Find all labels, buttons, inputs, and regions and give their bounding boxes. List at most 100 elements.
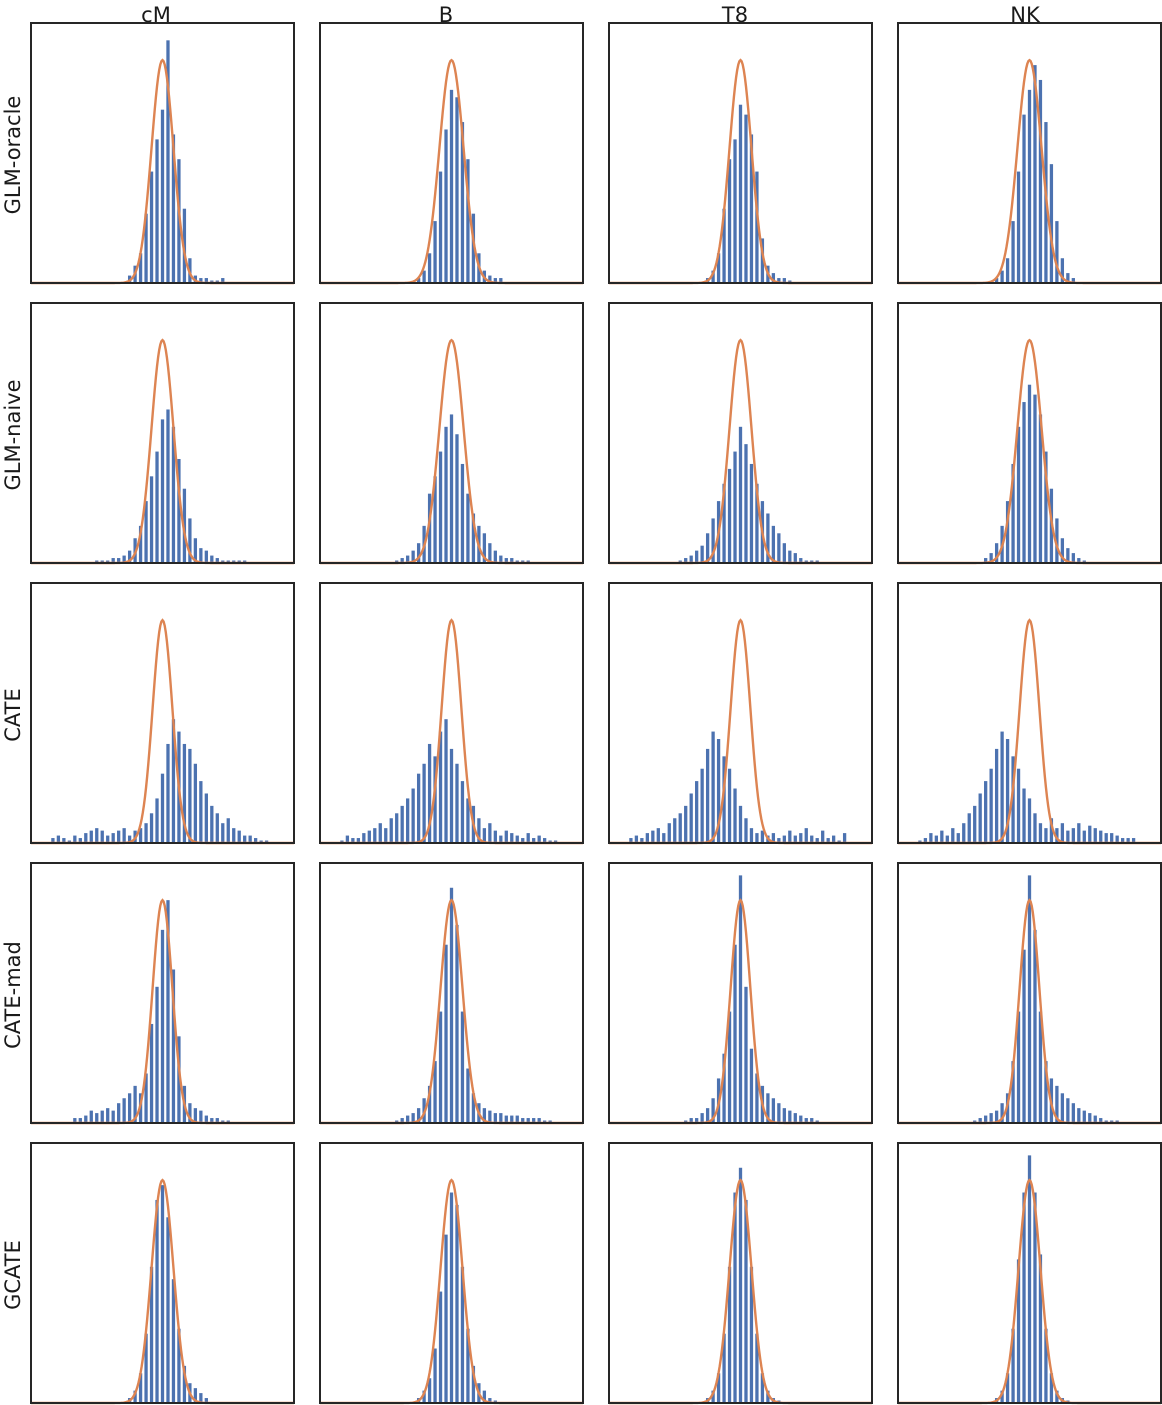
bar-cate-nk-14	[994, 748, 999, 843]
bar-glm-oracle-nk-14	[1071, 278, 1075, 283]
bar-cate-b-39	[553, 840, 558, 843]
bar-cate-mad-b-10	[449, 887, 454, 1123]
bar-glm-oracle-nk-0	[994, 278, 999, 283]
bar-glm-oracle-t8-1	[711, 270, 715, 283]
bar-cate-nk-20	[1027, 798, 1032, 843]
bar-glm-oracle-cm-8	[171, 134, 176, 283]
bar-cate-mad-nk-18	[1071, 1103, 1075, 1123]
bar-gcate-b-2	[427, 1378, 432, 1403]
bar-cate-nk-22	[1038, 823, 1043, 843]
bar-cate-b-7	[378, 823, 382, 843]
bar-gcate-nk-2	[1005, 1373, 1010, 1403]
bar-cate-t8-16	[716, 739, 721, 843]
bar-glm-naive-t8-19	[782, 543, 786, 563]
bar-cate-cm-6	[84, 833, 88, 843]
panel-cate-mad-b	[319, 862, 584, 1125]
bar-cate-mad-b-19	[499, 1113, 503, 1123]
bar-cate-b-37	[543, 838, 547, 843]
bar-cate-mad-t8-2	[695, 1118, 699, 1123]
panel-frame-gcate-b	[319, 1142, 584, 1404]
panel-frame-glm-naive-b	[319, 302, 584, 564]
bar-glm-naive-t8-12	[744, 444, 748, 563]
panel-frame-cate-b	[319, 582, 584, 844]
bar-gcate-b-10	[471, 1365, 476, 1403]
bar-cate-nk-7	[956, 833, 960, 843]
bar-cate-nk-37	[1121, 838, 1125, 843]
bar-glm-oracle-t8-4	[727, 159, 732, 283]
bar-glm-naive-t8-13	[749, 463, 754, 563]
bar-cate-mad-cm-27	[221, 1120, 225, 1123]
bar-glm-oracle-t8-13	[777, 278, 781, 283]
bar-cate-b-26	[482, 828, 487, 843]
bar-cate-mad-t8-24	[815, 1120, 819, 1123]
bar-glm-naive-b-21	[510, 558, 514, 563]
panel-glm-naive-b	[319, 302, 584, 565]
bar-glm-naive-cm-3	[111, 558, 115, 563]
bar-cate-cm-11	[111, 833, 115, 843]
bar-glm-naive-b-11	[455, 434, 459, 563]
row-title-glm-oracle: GLM-oracle	[1, 96, 25, 215]
bar-glm-naive-cm-4	[117, 558, 121, 563]
bar-cate-mad-nk-21	[1088, 1113, 1092, 1123]
bar-glm-oracle-cm-14	[204, 278, 208, 283]
bar-cate-t8-23	[755, 833, 759, 843]
bar-cate-mad-t8-0	[684, 1120, 688, 1123]
bar-cate-t8-21	[744, 818, 748, 843]
bar-glm-oracle-t8-8	[749, 134, 754, 283]
bar-gcate-t8-10	[760, 1373, 765, 1403]
bar-cate-cm-18	[149, 813, 154, 843]
panel-cate-mad-cm	[30, 862, 295, 1125]
bar-gcate-cm-14	[204, 1398, 208, 1403]
bar-gcate-t8-7	[744, 1199, 748, 1403]
bar-glm-oracle-nk-2	[1005, 258, 1010, 283]
bar-cate-mad-b-28	[548, 1120, 552, 1123]
bar-glm-naive-t8-0	[678, 560, 682, 563]
bar-cate-nk-3	[934, 835, 938, 843]
bar-glm-oracle-b-2	[427, 253, 432, 283]
bar-glm-naive-b-8	[438, 451, 443, 563]
bar-cate-mad-cm-18	[171, 969, 176, 1123]
bar-glm-naive-t8-25	[815, 560, 819, 563]
bar-glm-naive-b-10	[449, 414, 454, 563]
bar-cate-mad-cm-1	[78, 1118, 82, 1123]
bar-cate-mad-cm-11	[133, 1085, 137, 1123]
bar-cate-nk-30	[1082, 830, 1086, 843]
bar-gcate-b-9	[466, 1328, 470, 1403]
bar-glm-naive-b-12	[460, 463, 465, 563]
bar-cate-mad-cm-0	[73, 1118, 77, 1123]
bar-glm-naive-t8-18	[777, 533, 781, 563]
panel-frame-glm-naive-cm	[30, 302, 295, 564]
bar-glm-naive-t8-23	[804, 560, 808, 563]
bar-glm-naive-cm-15	[177, 459, 181, 563]
bar-cate-mad-t8-1	[689, 1118, 693, 1123]
panel-gcate-nk	[897, 1142, 1162, 1405]
bar-glm-oracle-b-14	[493, 278, 497, 283]
bar-glm-naive-nk-11	[1044, 451, 1048, 563]
bar-cate-b-19	[444, 719, 448, 843]
bar-cate-nk-31	[1088, 825, 1092, 843]
bar-glm-naive-b-19	[499, 555, 503, 563]
bar-glm-naive-t8-3	[695, 550, 699, 563]
bar-cate-b-20	[449, 748, 454, 843]
bar-cate-mad-nk-8	[1016, 1011, 1021, 1123]
bar-glm-naive-b-16	[482, 533, 487, 563]
bar-cate-b-0	[340, 840, 344, 843]
bar-cate-cm-20	[160, 773, 165, 843]
panel-cate-mad-nk	[897, 862, 1162, 1125]
bar-cate-cm-39	[264, 840, 269, 843]
bar-gcate-b-6	[449, 1192, 454, 1403]
bar-glm-oracle-t8-7	[744, 114, 748, 284]
bar-glm-oracle-b-0	[416, 278, 421, 283]
bar-cate-mad-nk-1	[978, 1118, 982, 1123]
bar-glm-oracle-t8-10	[760, 238, 765, 283]
bar-cate-t8-12	[695, 781, 699, 843]
bar-cate-mad-nk-7	[1011, 1061, 1015, 1123]
bar-cate-mad-cm-28	[226, 1120, 230, 1123]
bar-cate-t8-3	[645, 833, 649, 843]
bar-cate-cm-35	[243, 835, 247, 843]
panel-gcate-b	[319, 1142, 584, 1405]
bar-cate-b-18	[438, 731, 443, 843]
bar-cate-mad-b-20	[504, 1115, 508, 1123]
bar-cate-nk-19	[1022, 788, 1026, 843]
